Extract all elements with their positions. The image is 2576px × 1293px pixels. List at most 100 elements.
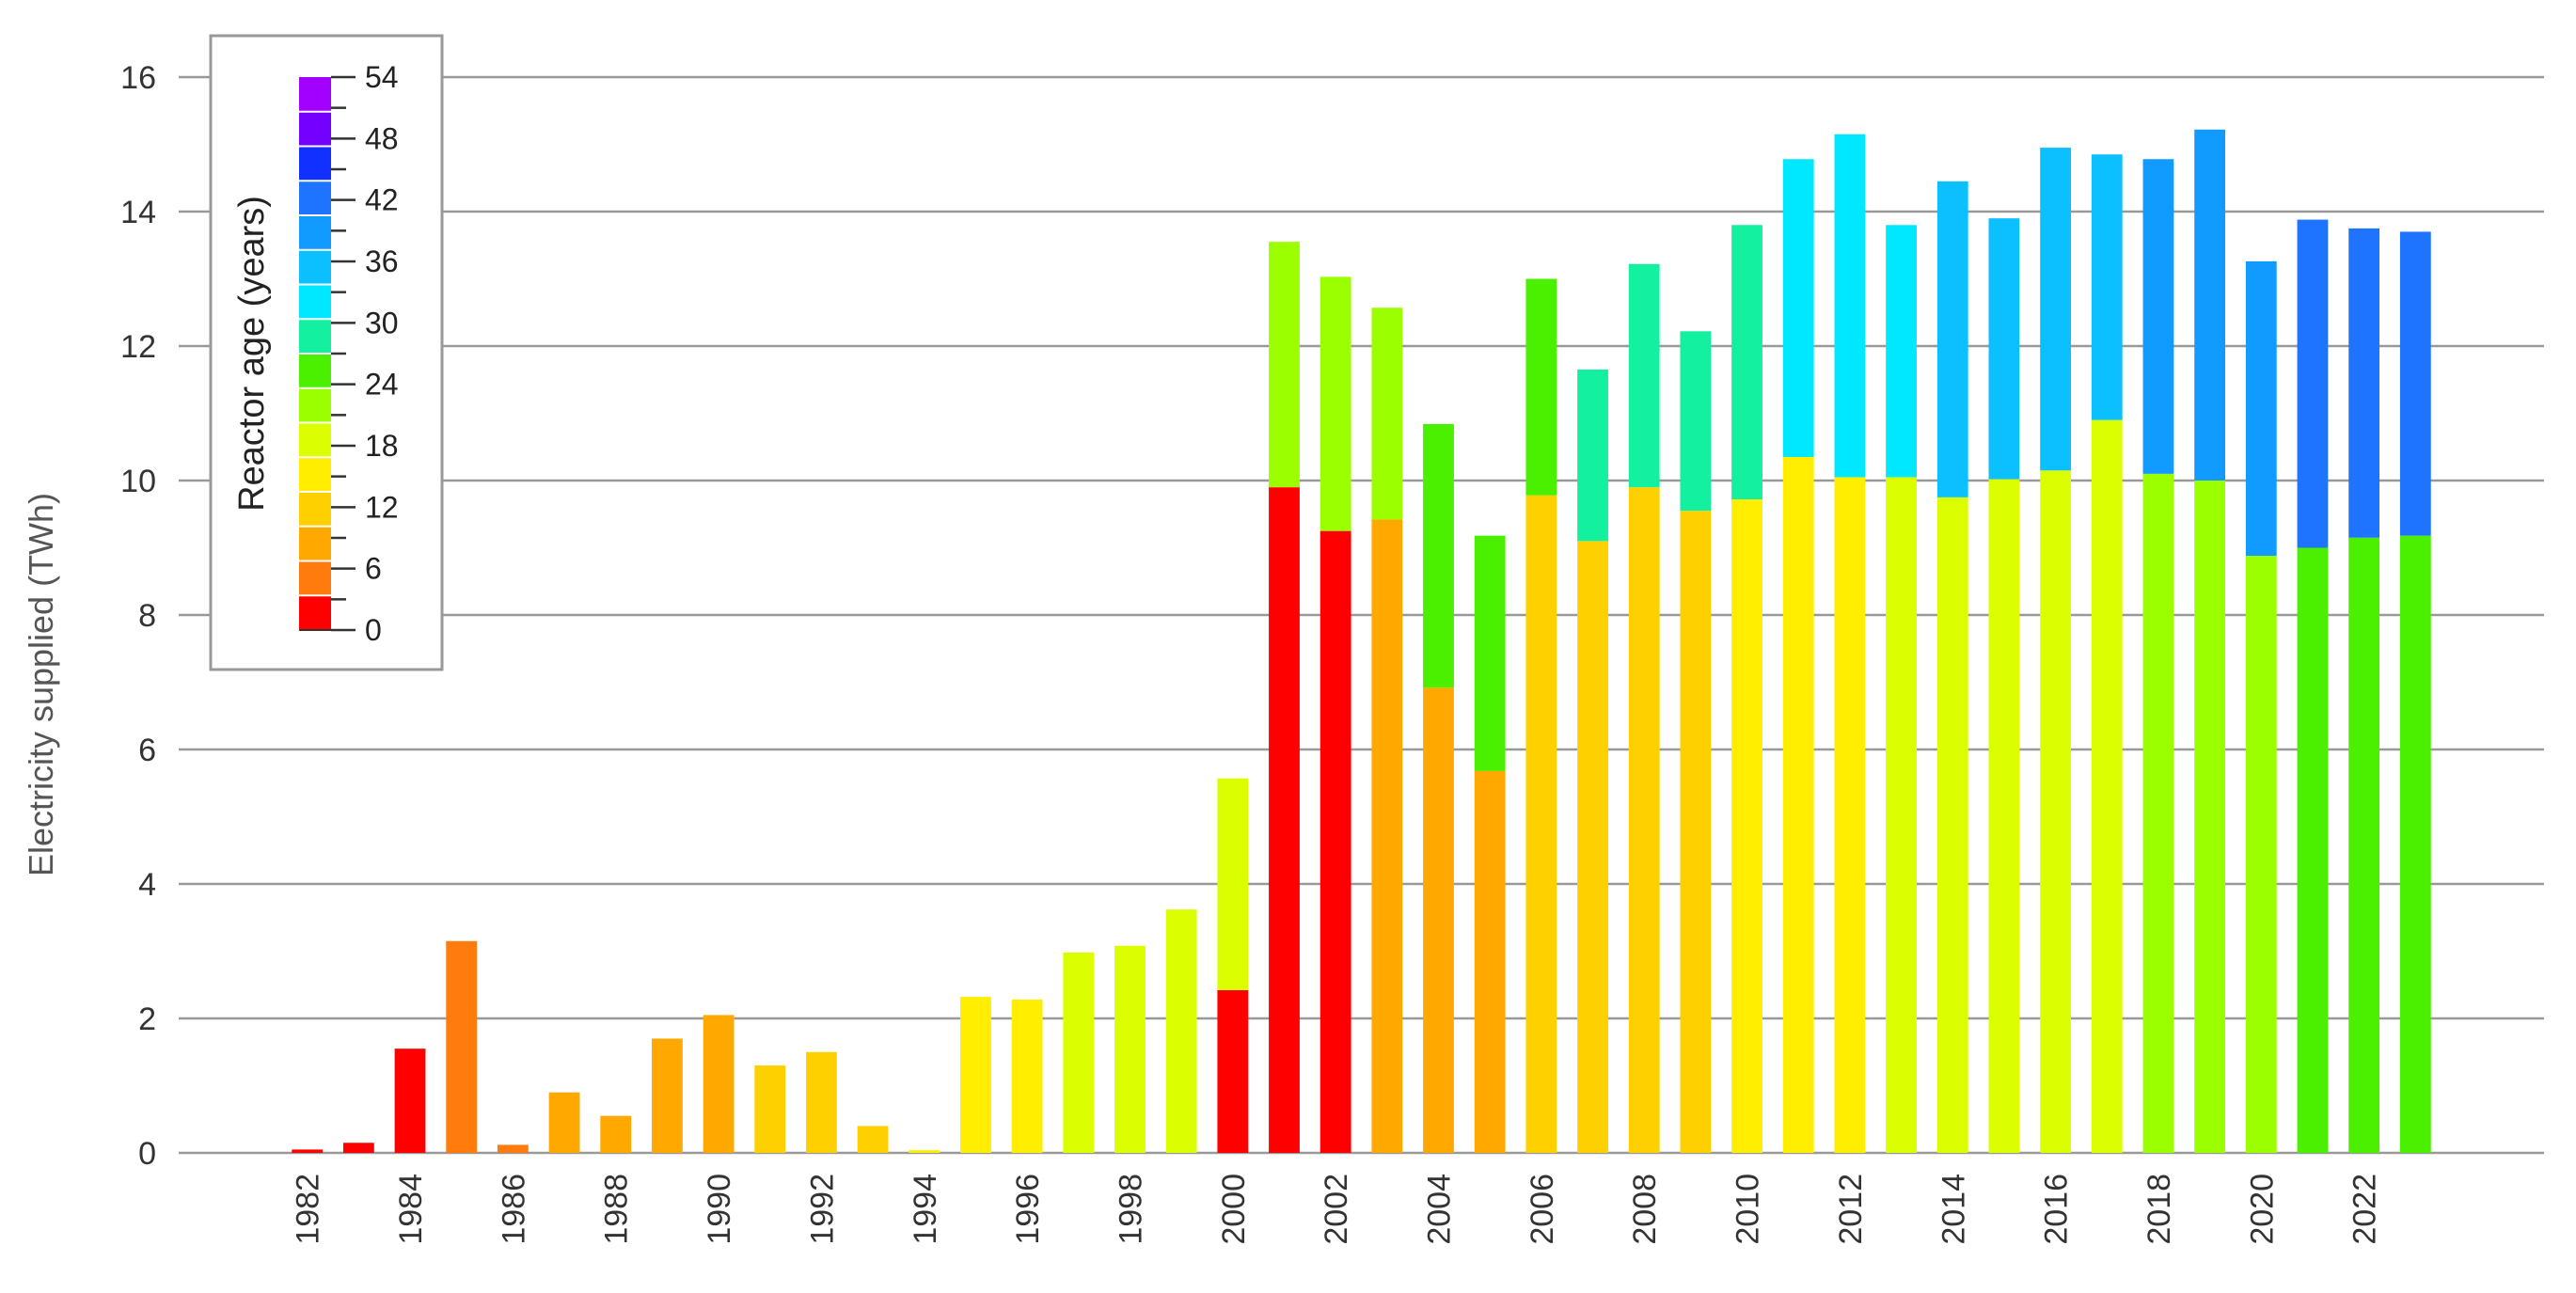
- bar-segment-2011-1: [1782, 159, 1814, 457]
- bar-2003: [1371, 307, 1403, 1153]
- x-tick-label: 2012: [1833, 1174, 1869, 1245]
- bar-segment-2013-0: [1886, 477, 1917, 1153]
- legend-swatch: [299, 111, 331, 147]
- x-tick-label: 1988: [599, 1174, 635, 1245]
- bar-2023: [2399, 231, 2431, 1153]
- legend-swatch: [299, 284, 331, 320]
- legend-tick-label: 12: [365, 490, 399, 524]
- bar-segment-1996-0: [1011, 999, 1043, 1153]
- legend-tick-label: 0: [365, 613, 382, 647]
- x-tick-label: 1986: [496, 1174, 531, 1245]
- legend-swatch: [299, 387, 331, 423]
- bar-segment-1998-0: [1114, 945, 1146, 1153]
- bar-segment-1989-0: [652, 1038, 683, 1153]
- bar-2022: [2348, 228, 2380, 1153]
- bar-segment-2018-1: [2142, 159, 2174, 474]
- bar-segment-2002-0: [1320, 530, 1351, 1153]
- bar-2021: [2297, 219, 2329, 1153]
- bar-segment-1995-0: [960, 997, 991, 1153]
- legend: 0 6 12 18 24 30 36 42 48 54 Reactor age (years): [209, 34, 444, 671]
- bar-segment-2015-0: [1988, 479, 2020, 1153]
- bar-1990: [703, 1015, 735, 1153]
- bar-2020: [2245, 260, 2277, 1153]
- bar-2009: [1680, 331, 1712, 1153]
- x-tick-label: 2020: [2244, 1174, 2280, 1245]
- y-tick-label: 16: [120, 60, 156, 96]
- bar-2012: [1834, 134, 1866, 1153]
- legend-tick-label: 36: [365, 244, 399, 278]
- bar-2001: [1269, 242, 1300, 1153]
- bar-2010: [1731, 225, 1762, 1153]
- legend-tick-label: 48: [365, 121, 399, 155]
- bar-segment-2012-0: [1834, 477, 1866, 1153]
- gridlines: [179, 75, 2544, 1155]
- x-tick-label: 1998: [1113, 1174, 1148, 1245]
- bar-1983: [342, 1143, 374, 1153]
- bar-segment-1999-0: [1165, 909, 1197, 1153]
- bar-segment-2022-0: [2348, 537, 2380, 1153]
- bar-segment-2009-0: [1680, 511, 1712, 1153]
- bar-segment-2014-0: [1936, 497, 1968, 1153]
- bar-segment-2017-0: [2091, 419, 2123, 1153]
- bar-1985: [446, 940, 478, 1153]
- x-tick-label: 1984: [393, 1174, 429, 1245]
- bar-segment-2006-0: [1525, 495, 1557, 1153]
- bar-segment-2019-1: [2194, 129, 2226, 481]
- bar-segment-2000-1: [1217, 778, 1249, 990]
- bar-segment-2020-1: [2245, 260, 2277, 557]
- y-tick-label: 4: [138, 867, 156, 903]
- x-tick-label: 2008: [1627, 1174, 1663, 1245]
- legend-swatch: [299, 77, 331, 112]
- x-tick-label: 2018: [2141, 1174, 2177, 1245]
- bar-segment-2005-0: [1474, 770, 1506, 1153]
- bar-2005: [1474, 535, 1506, 1153]
- bar-1989: [652, 1038, 683, 1153]
- legend-swatch: [299, 181, 331, 215]
- legend-swatch: [299, 146, 331, 181]
- bar-segment-2006-1: [1525, 278, 1557, 496]
- bar-segment-2004-0: [1423, 687, 1454, 1153]
- x-tick-label: 2022: [2347, 1174, 2383, 1245]
- bar-segment-1988-0: [600, 1115, 632, 1153]
- bar-segment-1997-0: [1063, 952, 1095, 1153]
- bar-1987: [548, 1092, 580, 1153]
- x-tick-label: 1996: [1010, 1174, 1046, 1245]
- bar-segment-1990-0: [703, 1015, 735, 1153]
- bar-1993: [857, 1126, 889, 1153]
- bar-segment-1994-0: [909, 1150, 940, 1153]
- bar-segment-2022-1: [2348, 228, 2380, 538]
- legend-swatch: [299, 560, 331, 596]
- legend-swatch: [299, 319, 331, 354]
- bar-2006: [1525, 278, 1557, 1153]
- x-tick-label: 2004: [1422, 1174, 1458, 1245]
- bars: [292, 129, 2431, 1154]
- bar-segment-2009-1: [1680, 331, 1712, 512]
- bar-segment-2012-1: [1834, 134, 1866, 478]
- legend-swatch: [299, 249, 331, 285]
- bar-segment-2008-0: [1628, 487, 1660, 1153]
- bar-1982: [292, 1149, 324, 1153]
- bar-segment-2015-1: [1988, 218, 2020, 480]
- bar-1984: [394, 1049, 426, 1153]
- x-tick-label: 2000: [1216, 1174, 1252, 1245]
- y-axis-ticks: 0 2 4 6 8 10 12 14 16: [120, 60, 156, 1172]
- bar-segment-2014-1: [1936, 181, 1968, 497]
- bar-segment-2018-0: [2142, 473, 2174, 1154]
- bar-1995: [960, 997, 991, 1153]
- bar-2007: [1577, 370, 1608, 1153]
- bar-segment-2016-1: [2040, 148, 2071, 471]
- bar-segment-2019-0: [2194, 481, 2226, 1153]
- x-tick-label: 2014: [1936, 1174, 1971, 1245]
- legend-tick-label: 54: [365, 60, 399, 94]
- bar-segment-2002-1: [1320, 276, 1351, 531]
- x-tick-label: 2016: [2039, 1174, 2075, 1245]
- bar-segment-2021-1: [2297, 219, 2329, 548]
- bar-2008: [1628, 263, 1660, 1153]
- bar-segment-2013-1: [1886, 225, 1917, 478]
- bar-2013: [1886, 225, 1917, 1153]
- y-tick-label: 10: [120, 464, 156, 499]
- y-tick-label: 6: [138, 733, 156, 768]
- bar-segment-1985-0: [446, 940, 478, 1153]
- bar-segment-1993-0: [857, 1126, 889, 1153]
